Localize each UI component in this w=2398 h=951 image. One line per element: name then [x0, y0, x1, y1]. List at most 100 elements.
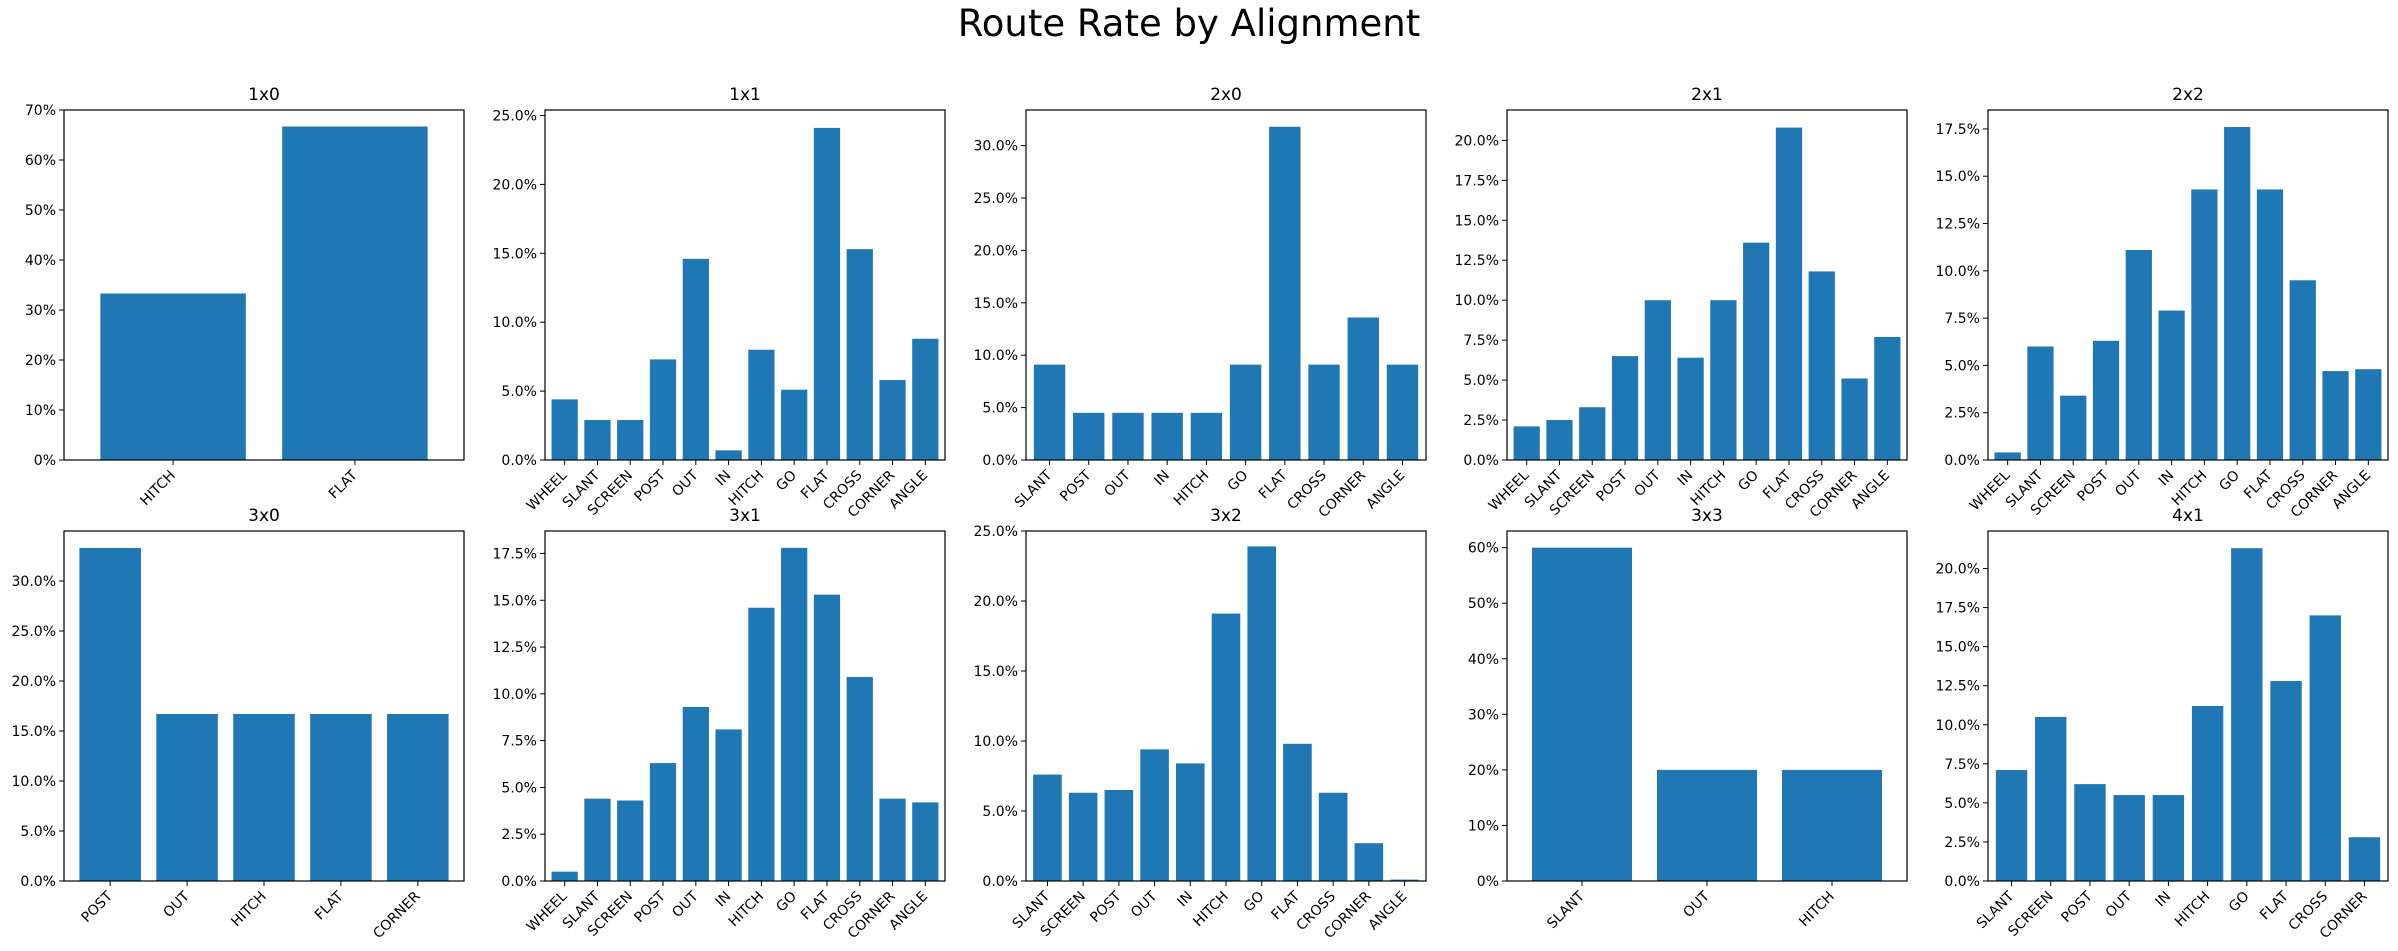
chart-panel-1x0: 1x0 0% 10% 20% 30% 40% 50% 60% 70% HITCH FLAT	[25, 85, 465, 509]
y-tick-label: 40%	[1468, 652, 1499, 668]
x-tick-label: GO	[1735, 468, 1762, 495]
y-tick-label: 20%	[25, 353, 56, 369]
y-tick-label: 60%	[1468, 541, 1499, 557]
x-tick-label: IN	[2156, 468, 2178, 490]
x-tick-label: HITCH	[1796, 889, 1838, 931]
x-tick-label: SLANT	[1012, 467, 1056, 511]
x-tick-label: HITCH	[726, 889, 768, 931]
bar-hitch	[1211, 613, 1241, 881]
bar-out	[682, 258, 709, 460]
x-tick-label: FLAT	[2257, 888, 2292, 923]
bar-go	[781, 389, 808, 460]
y-tick-label: 20%	[1468, 763, 1499, 779]
bar-flat	[310, 714, 372, 881]
bar-in	[2158, 310, 2185, 460]
y-tick-label: 15.0%	[1936, 640, 1980, 656]
y-tick-label: 50%	[25, 203, 56, 219]
chart-panels: 1x0 0% 10% 20% 30% 40% 50% 60% 70% HITCH FLAT 1x1 0.…	[12, 85, 2389, 942]
y-tick-label: 0.0%	[501, 453, 537, 469]
x-tick-label: SLANT	[1544, 888, 1588, 932]
x-tick-label: FLAT	[1256, 467, 1291, 502]
y-tick-label: 30%	[25, 303, 56, 319]
bar-screen	[1579, 407, 1606, 460]
y-tick-label: 5.0%	[501, 780, 537, 796]
y-tick-label: 15.0%	[1455, 213, 1499, 229]
y-tick-label: 15.0%	[974, 296, 1018, 312]
panel-title: 1x1	[729, 85, 761, 105]
bar-corner	[879, 380, 906, 460]
y-tick-label: 20.0%	[974, 243, 1018, 259]
x-tick-label: GO	[2226, 889, 2253, 916]
bar-hitch	[100, 293, 246, 460]
y-tick-label: 10.0%	[974, 734, 1018, 750]
x-tick-label: OUT	[2112, 467, 2145, 500]
bar-in	[715, 729, 742, 881]
y-tick-label: 7.5%	[1944, 311, 1980, 327]
bar-corner	[1354, 843, 1384, 881]
y-tick-label: 10.0%	[1455, 293, 1499, 309]
y-tick-label: 25.0%	[974, 524, 1018, 540]
bar-post	[1073, 412, 1105, 460]
y-tick-label: 5.0%	[1944, 796, 1980, 812]
x-tick-label: OUT	[2103, 888, 2136, 921]
plot-frame	[1025, 109, 1427, 461]
x-tick-label: ANGLE	[1365, 889, 1410, 934]
bar-flat	[1269, 126, 1301, 460]
y-tick-label: 0.0%	[20, 874, 56, 890]
bar-angle	[912, 338, 939, 460]
bar-hitch	[1710, 300, 1737, 460]
y-tick-label: 20.0%	[493, 177, 537, 193]
bar-screen	[2035, 716, 2067, 881]
x-tick-label: HITCH	[2172, 889, 2214, 931]
bar-angle	[1390, 879, 1419, 881]
bar-out	[1644, 300, 1671, 460]
y-tick-label: 30.0%	[12, 574, 56, 590]
y-tick-label: 2.5%	[501, 827, 537, 843]
y-tick-label: 0.0%	[982, 453, 1018, 469]
bar-in	[1151, 412, 1183, 460]
panel-title: 2x1	[1691, 85, 1723, 105]
y-tick-label: 0.0%	[1463, 453, 1499, 469]
x-tick-label: CORNER	[370, 888, 424, 942]
x-tick-label: POST	[2058, 888, 2096, 926]
bar-corner	[2322, 371, 2349, 460]
bar-flat	[2256, 189, 2284, 460]
bar-screen	[617, 800, 644, 881]
bar-hitch	[2191, 189, 2218, 460]
bar-slant	[1532, 547, 1632, 881]
bar-angle	[912, 802, 939, 881]
bar-wheel	[551, 871, 578, 881]
bar-corner	[879, 798, 906, 881]
x-tick-label: OUT	[669, 888, 702, 921]
y-tick-label: 10.0%	[493, 687, 537, 703]
bar-post	[1611, 356, 1639, 460]
bar-go	[781, 547, 808, 881]
y-tick-label: 0.0%	[501, 874, 537, 890]
bar-cross	[2289, 280, 2316, 460]
y-tick-label: 20.0%	[12, 674, 56, 690]
x-tick-label: ANGLE	[1363, 468, 1408, 513]
y-tick-label: 10.0%	[1936, 718, 1980, 734]
bar-go	[1229, 364, 1262, 460]
y-tick-label: 30.0%	[974, 139, 1018, 155]
x-tick-label: GO	[773, 468, 800, 495]
x-tick-label: GO	[1225, 468, 1252, 495]
y-tick-label: 2.5%	[1944, 406, 1980, 422]
bar-go	[1247, 546, 1276, 881]
x-tick-label: HITCH	[1688, 468, 1730, 510]
y-tick-label: 2.5%	[1944, 835, 1980, 851]
bar-post	[2092, 340, 2120, 460]
bar-screen	[617, 420, 644, 460]
bar-in	[1677, 357, 1704, 460]
bar-hitch	[233, 714, 295, 881]
plot-frame	[63, 530, 465, 882]
bar-slant	[584, 420, 611, 460]
bar-hitch	[1190, 412, 1223, 460]
y-tick-label: 25.0%	[974, 191, 1018, 207]
panel-title: 1x0	[248, 85, 280, 105]
x-tick-label: POST	[79, 888, 117, 926]
x-tick-label: WHEEL	[524, 888, 571, 935]
figure-title: Route Rate by Alignment	[958, 2, 1420, 45]
panel-title: 3x3	[1691, 506, 1723, 526]
bar-out	[682, 706, 709, 881]
